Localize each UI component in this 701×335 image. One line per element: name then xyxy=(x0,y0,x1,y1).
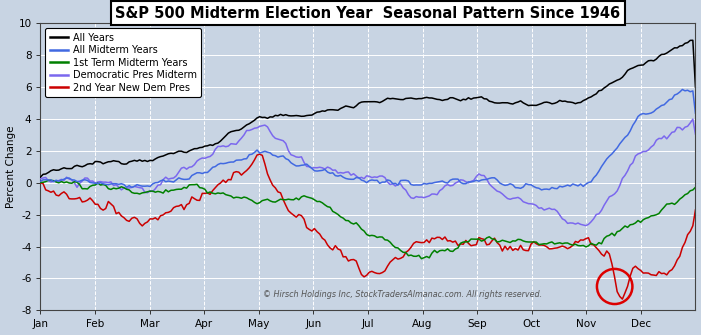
Y-axis label: Percent Change: Percent Change xyxy=(6,126,15,208)
Text: © Hirsch Holdings Inc, StockTradersAlmanac.com. All rights reserved.: © Hirsch Holdings Inc, StockTradersAlman… xyxy=(263,290,543,299)
Title: S&P 500 Midterm Election Year  Seasonal Pattern Since 1946: S&P 500 Midterm Election Year Seasonal P… xyxy=(116,6,620,20)
Legend: All Years, All Midterm Years, 1st Term Midterm Years, Democratic Pres Midterm, 2: All Years, All Midterm Years, 1st Term M… xyxy=(46,28,201,97)
